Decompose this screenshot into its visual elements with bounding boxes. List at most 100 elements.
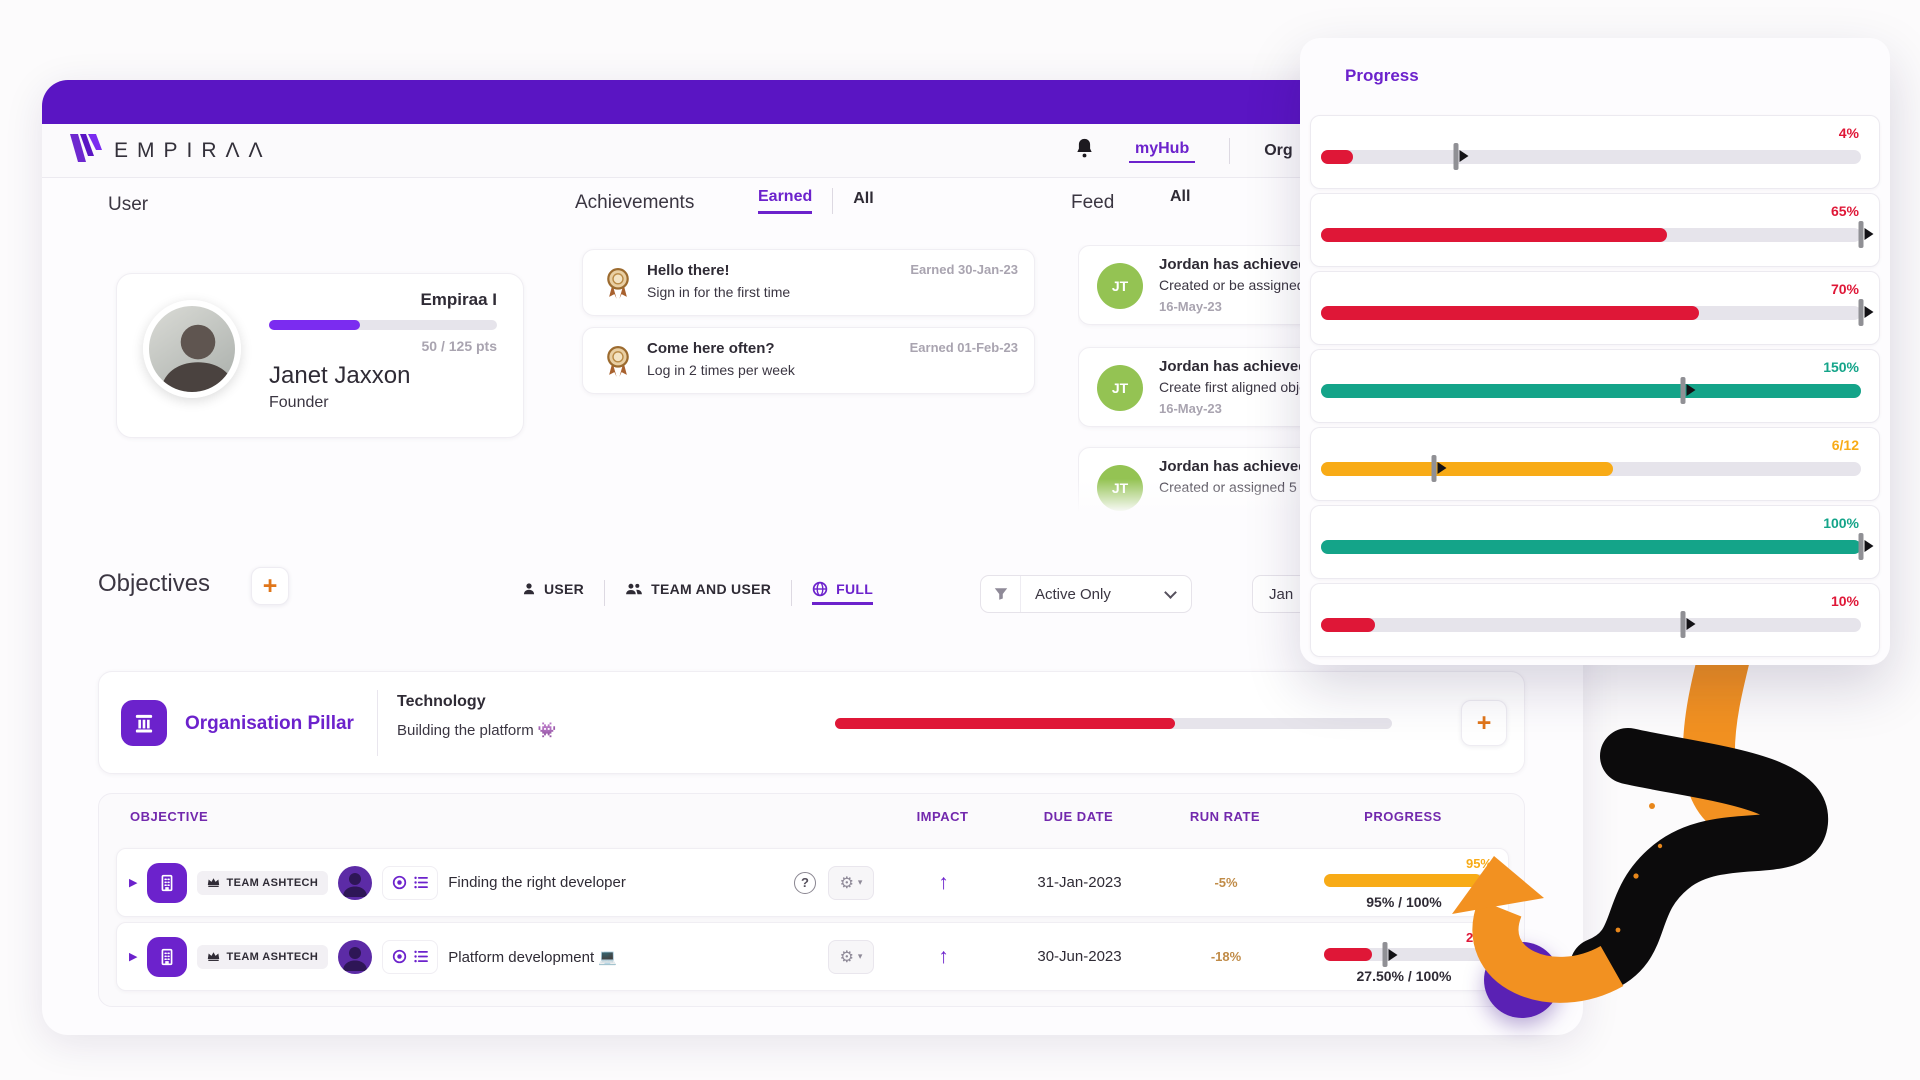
slider-handle[interactable] (1858, 221, 1874, 248)
run-rate-value: -18% (1210, 949, 1242, 964)
medal-icon (601, 343, 635, 384)
col-run-rate: RUN RATE (1189, 809, 1261, 824)
progress-cell: 27% 27.50% / 100% (1300, 930, 1508, 984)
feed-title: Feed (1071, 192, 1115, 213)
feed-item-date: 16-May-23 (1159, 299, 1222, 314)
user-section-title: User (108, 194, 149, 215)
progress-percent-label: 95% (1465, 855, 1492, 871)
view-user-button[interactable]: USER (522, 581, 584, 605)
medal-icon (601, 265, 635, 306)
pillar-icon (121, 700, 167, 746)
brand-logo-icon (66, 132, 104, 169)
slider[interactable] (1321, 221, 1874, 248)
achievement-item[interactable]: Come here often? Log in 2 times per week… (582, 327, 1035, 394)
objectives-table: OBJECTIVE IMPACT DUE DATE RUN RATE PROGR… (98, 793, 1525, 1007)
slider-handle[interactable] (1680, 377, 1696, 404)
feed-item-title: Jordan has achieved I f (1159, 256, 1325, 273)
crown-icon (208, 952, 220, 961)
slider-fill (1321, 540, 1861, 554)
progress-slider-card: 100% (1310, 505, 1880, 579)
due-date-value: 30-Jun-2023 (1037, 948, 1122, 965)
progress-slider-card: 6/12 (1310, 427, 1880, 501)
row-settings-button[interactable]: ⚙ ▾ (828, 939, 874, 974)
pillar-add-button[interactable]: + (1461, 700, 1507, 746)
achievement-item[interactable]: Hello there! Sign in for the first time … (582, 249, 1035, 316)
team-badge-label: TEAM ASHTECH (226, 950, 319, 963)
globe-icon (812, 581, 828, 597)
tab-earned[interactable]: Earned (758, 188, 813, 214)
slider-handle[interactable] (1858, 299, 1874, 326)
pillar-description: Building the platform 👾 (397, 722, 557, 739)
progress-slider-card: 70% (1310, 271, 1880, 345)
team-badge: TEAM ASHTECH (197, 944, 329, 969)
notifications-bell-icon[interactable] (1074, 137, 1095, 165)
view-team-user-label: TEAM AND USER (651, 581, 772, 597)
slider[interactable] (1321, 143, 1861, 170)
progress-slider-card: 150% (1310, 349, 1880, 423)
slider[interactable] (1321, 299, 1874, 326)
progress-slider-handle[interactable] (1486, 867, 1502, 893)
row-settings-button[interactable]: ⚙ ▾ (828, 865, 874, 900)
chevron-down-icon (1164, 585, 1177, 599)
slider[interactable] (1321, 611, 1861, 638)
view-divider (791, 580, 793, 606)
tab-all[interactable]: All (853, 189, 874, 207)
slider-handle[interactable] (1453, 143, 1469, 170)
feed-tabs: All (1170, 188, 1190, 211)
progress-slider[interactable] (1324, 867, 1502, 893)
expand-caret-icon[interactable]: ▶ (129, 877, 138, 889)
achievement-title: Come here often? (647, 340, 775, 357)
slider-fill (1321, 228, 1667, 242)
table-row[interactable]: ▶ TEAM ASHTECH (116, 848, 1509, 917)
slider-value-label: 4% (1838, 125, 1859, 141)
add-objective-button[interactable]: + (251, 567, 289, 605)
user-name: Janet Jaxxon (269, 362, 411, 389)
slider[interactable] (1321, 533, 1874, 560)
due-date-value: 31-Jan-2023 (1037, 874, 1122, 891)
slider-value-label: 10% (1830, 593, 1859, 609)
slider-fill (1321, 384, 1861, 398)
slider[interactable] (1321, 377, 1861, 404)
table-row[interactable]: ▶ TEAM ASHTECH (116, 922, 1509, 991)
slider-fill (1321, 150, 1354, 164)
row-help-icon[interactable]: ? (794, 871, 816, 894)
view-divider (604, 580, 606, 606)
progress-detail: 95% / 100% (1366, 893, 1442, 910)
list-icon (414, 876, 428, 889)
brand-wordmark: EMPIRΛΛ (114, 138, 272, 162)
achievement-subtitle: Sign in for the first time (647, 284, 791, 300)
funnel-icon (981, 576, 1021, 612)
progress-slider[interactable] (1324, 941, 1494, 967)
slider-fill (1321, 618, 1375, 632)
user-level-progress-track (269, 320, 497, 330)
status-filter-select[interactable]: Active Only (980, 575, 1192, 613)
status-filter-value: Active Only (1035, 585, 1111, 603)
feed-tab-all[interactable]: All (1170, 188, 1191, 205)
expand-caret-icon[interactable]: ▶ (129, 951, 138, 963)
user-level-label: Empiraa I (420, 290, 497, 309)
row-actions: ⚙ ▾ (828, 939, 874, 974)
slider[interactable] (1321, 455, 1861, 482)
col-due-date: DUE DATE (1043, 809, 1114, 824)
progress-fill (1324, 947, 1372, 961)
col-impact: IMPACT (916, 809, 969, 824)
slider-value-label: 65% (1830, 203, 1859, 219)
help-button[interactable]: ? (1484, 942, 1560, 1018)
feed-item-subtitle: Create first aligned objec (1159, 379, 1314, 395)
progress-slider-card: 10% (1310, 583, 1880, 657)
slider-handle[interactable] (1858, 533, 1874, 560)
slider-handle[interactable] (1431, 455, 1447, 482)
progress-cell: 95% 95% / 100% (1300, 856, 1508, 910)
view-team-user-button[interactable]: TEAM AND USER (625, 581, 771, 605)
progress-slider-handle[interactable] (1382, 941, 1398, 967)
col-progress: PROGRESS (1364, 809, 1442, 824)
nav-myhub[interactable]: myHub (1129, 140, 1196, 163)
objective-cell: ▶ TEAM ASHTECH (117, 936, 880, 977)
app-nav: myHub Org (1074, 124, 1293, 178)
target-icon (392, 875, 406, 890)
view-full-button[interactable]: FULL (812, 581, 874, 605)
slider-handle[interactable] (1680, 611, 1696, 638)
nav-org[interactable]: Org (1264, 142, 1293, 159)
slider-value-label: 6/12 (1831, 437, 1859, 453)
